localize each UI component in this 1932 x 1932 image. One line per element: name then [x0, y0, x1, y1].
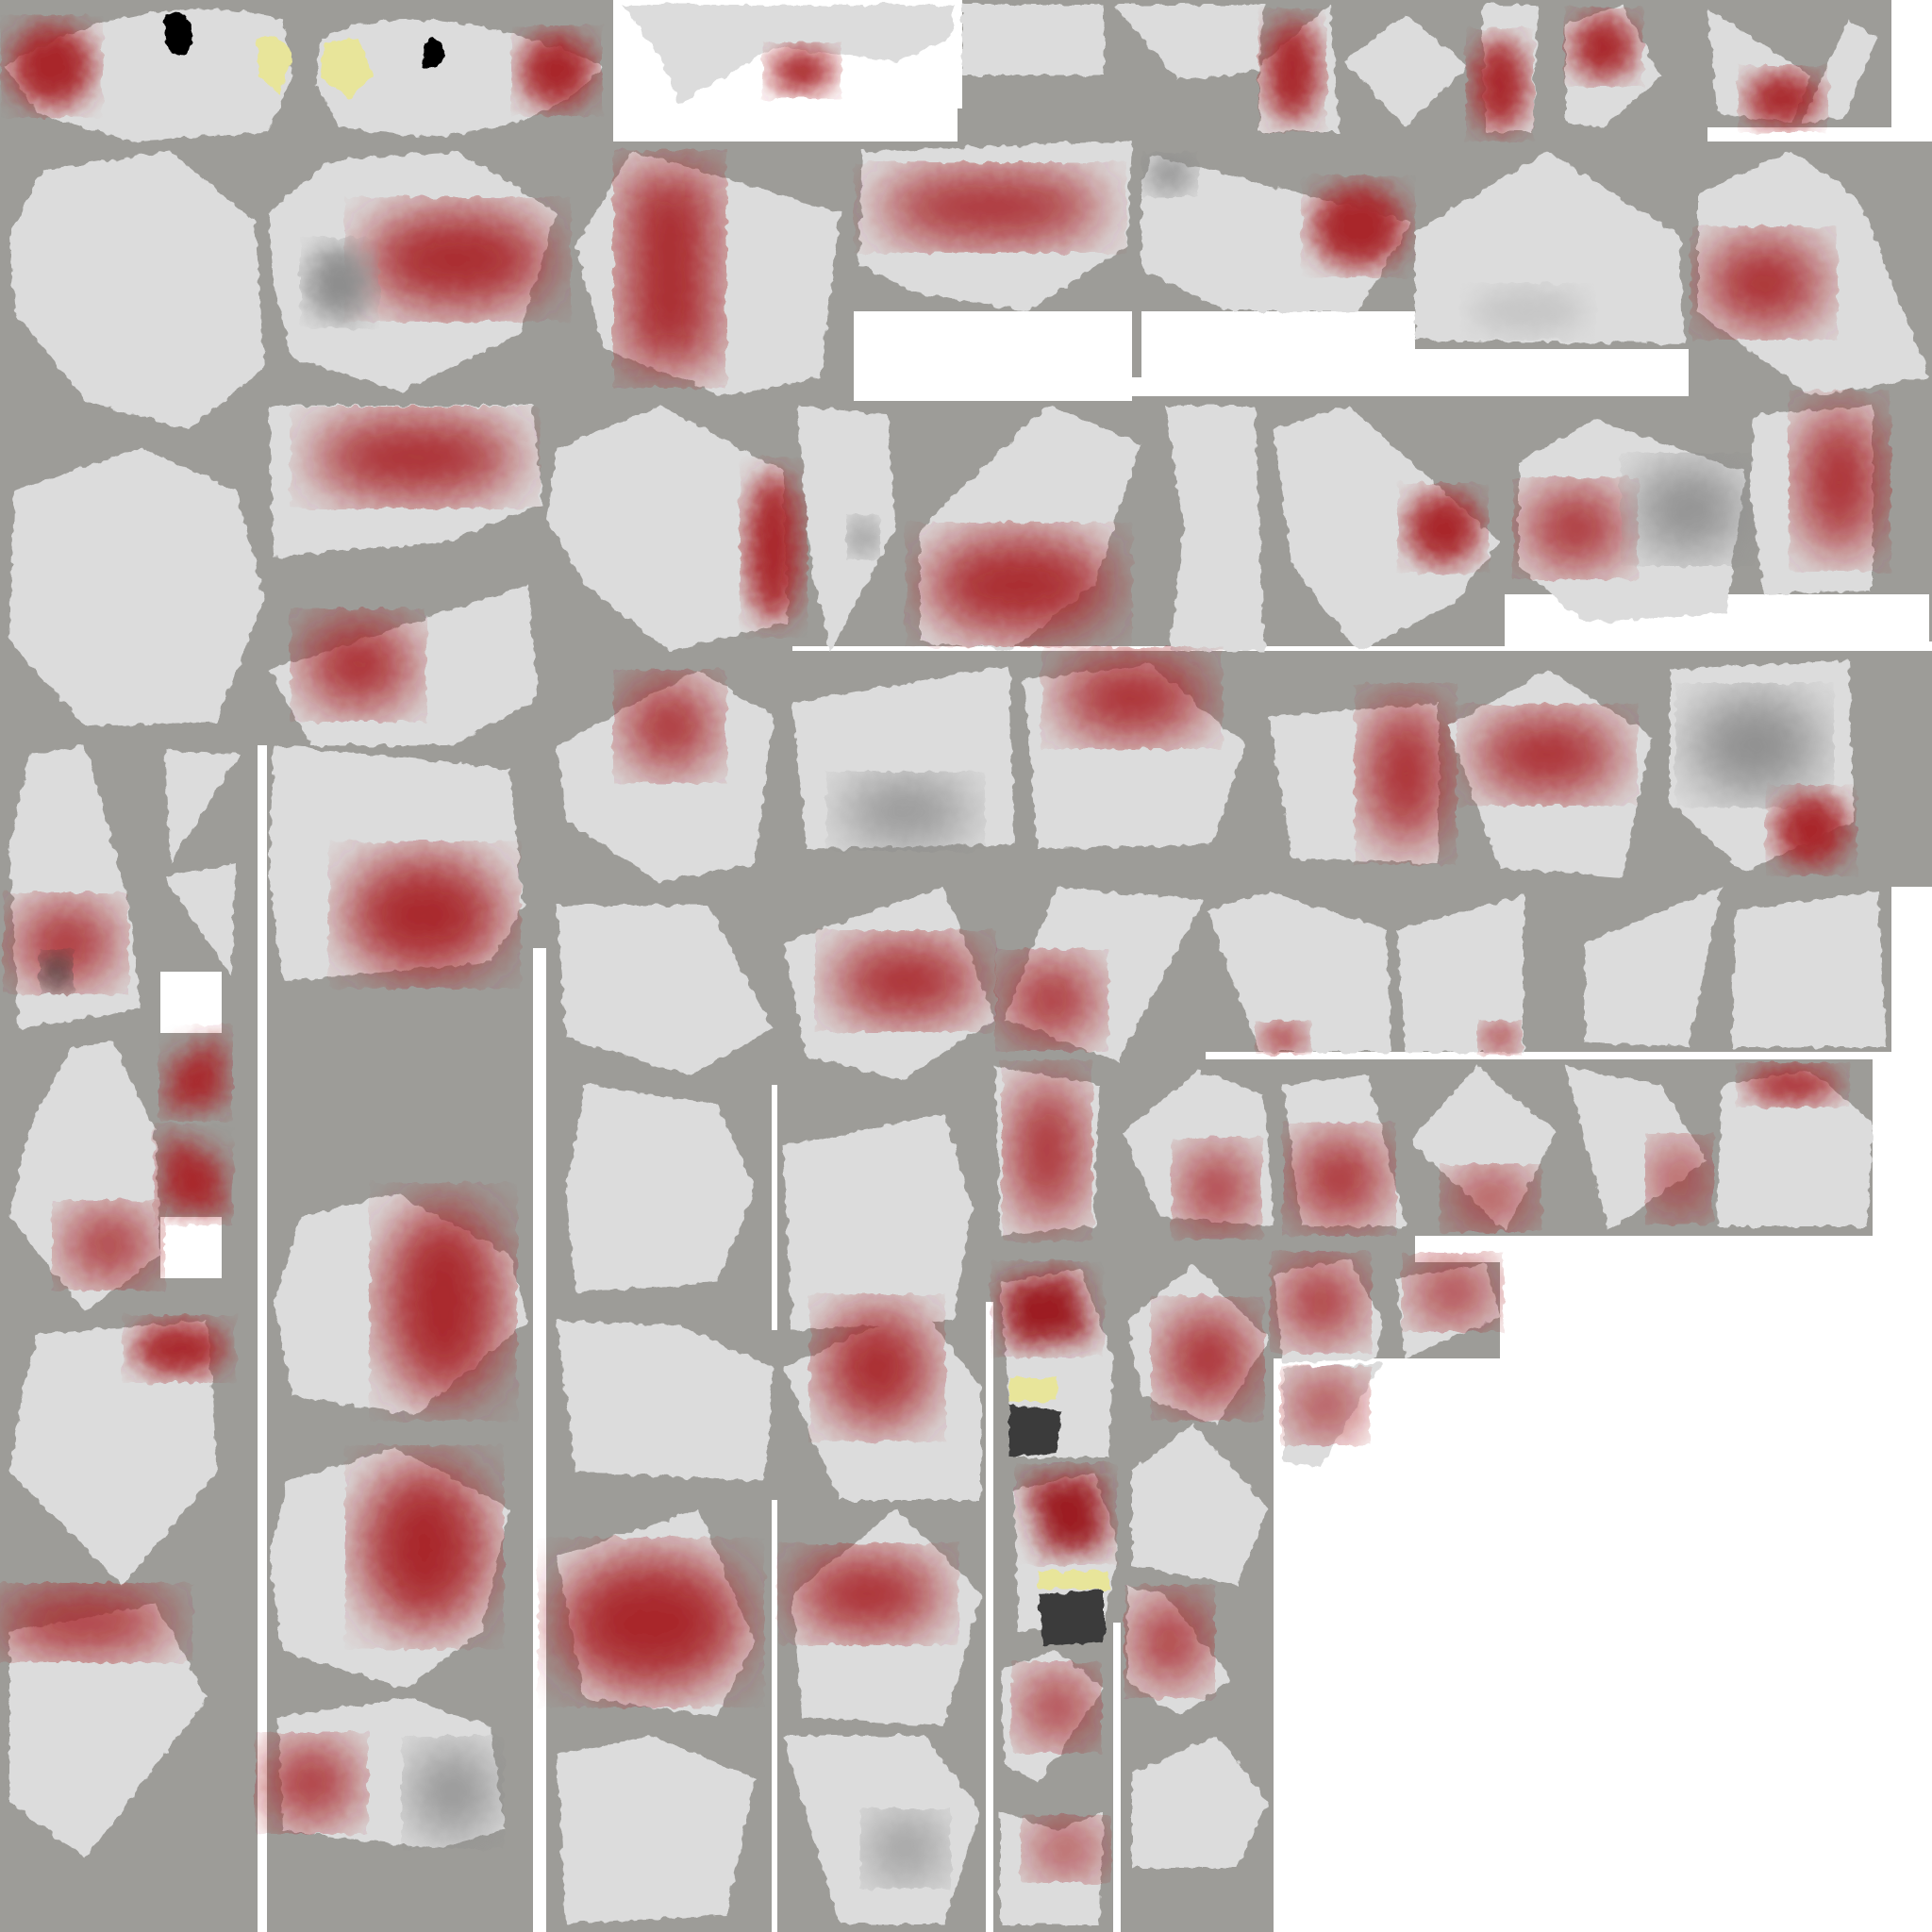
island-top-wing — [962, 5, 1264, 80]
island-r1-e — [1141, 156, 1410, 311]
island-c3-e — [1123, 1071, 1274, 1231]
island-c2-c — [1005, 887, 1203, 1061]
uv-islands — [0, 5, 1929, 1924]
island-c0-c — [9, 1033, 226, 1311]
island-c1-b — [274, 1193, 528, 1415]
island-c3-d — [1731, 891, 1887, 1047]
island-c3-f — [1283, 1075, 1406, 1226]
island-c3-h — [1566, 1066, 1707, 1231]
island-c2-g — [557, 1321, 774, 1481]
island-c2-d — [566, 1085, 755, 1292]
island-c3-l — [1274, 1259, 1382, 1363]
island-c3-r — [1000, 1651, 1104, 1783]
island-top-strip — [623, 5, 953, 104]
island-r2-c — [547, 406, 802, 651]
island-r1-g — [1698, 151, 1929, 396]
island-c3-o — [1014, 1472, 1118, 1646]
island-r2-a — [9, 448, 264, 726]
island-r3-a — [269, 585, 538, 745]
island-c2-a — [557, 906, 774, 1075]
island-c3-a — [1208, 891, 1391, 1052]
island-r3-g — [1670, 660, 1854, 873]
island-c0-e — [0, 1590, 208, 1858]
island-r1-a — [9, 151, 264, 429]
island-c3-p — [1132, 1424, 1269, 1585]
island-c0-a — [9, 745, 142, 1028]
island-r3-d — [1024, 656, 1245, 849]
island-eye-right — [316, 19, 604, 138]
island-c3-s — [1000, 1811, 1104, 1924]
island-c3-c — [1585, 887, 1722, 1047]
island-r3-f — [1448, 670, 1651, 877]
island-r3-b — [557, 670, 774, 882]
island-r2-h — [1519, 420, 1745, 623]
island-c2-f — [995, 1066, 1099, 1236]
island-c1-a — [269, 745, 524, 981]
island-c3-n — [1283, 1363, 1382, 1467]
island-c3-b — [1396, 896, 1524, 1052]
island-r1-d — [858, 142, 1132, 311]
island-c0-b — [165, 750, 241, 976]
island-c2-b — [783, 887, 995, 1080]
island-r2-f — [1165, 406, 1264, 651]
island-c2-k — [557, 1736, 755, 1924]
island-c3-i — [1717, 1066, 1873, 1226]
island-c3-k — [1127, 1264, 1269, 1424]
island-c0-d — [9, 1321, 226, 1585]
island-eye-left — [5, 8, 292, 142]
island-r2-g — [1274, 406, 1500, 651]
island-r1-b — [269, 151, 557, 391]
island-r2-d — [797, 406, 896, 651]
island-top-small-set — [1259, 5, 1877, 132]
island-c3-j — [1000, 1269, 1113, 1457]
island-r1-c — [575, 151, 840, 396]
island-c2-j — [792, 1509, 981, 1726]
island-c2-i — [557, 1509, 755, 1717]
island-c3-g — [1410, 1066, 1557, 1231]
island-r3-c — [792, 665, 1014, 849]
island-r2-i — [1750, 406, 1882, 594]
island-r1-f — [1415, 151, 1684, 344]
island-c1-d — [264, 1698, 505, 1849]
island-c2-e — [783, 1113, 972, 1330]
island-c2-h — [783, 1307, 981, 1500]
island-r2-e — [920, 406, 1141, 651]
island-r2-b — [269, 406, 542, 557]
island-c3-m — [1396, 1259, 1500, 1358]
seam-strips — [160, 0, 1932, 1932]
island-r3-e — [1269, 698, 1448, 863]
island-c3-t — [1132, 1736, 1269, 1868]
island-c2-l — [783, 1736, 981, 1924]
island-c3-q — [1127, 1585, 1231, 1717]
island-c1-c — [269, 1448, 509, 1689]
